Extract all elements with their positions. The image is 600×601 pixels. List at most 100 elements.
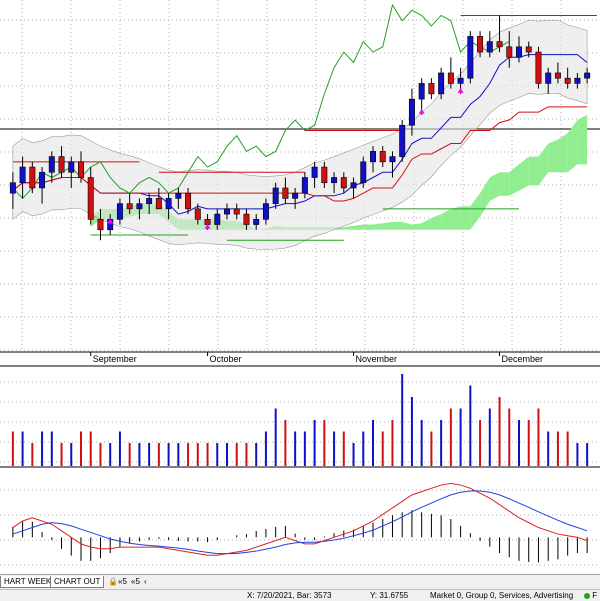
candle-body (370, 151, 376, 163)
candle-body (399, 124, 406, 157)
candle-body (564, 77, 571, 84)
cloud-segment (557, 133, 568, 173)
cloud-segment (480, 177, 490, 217)
cloud-segment (441, 208, 451, 230)
cloud-segment (450, 206, 461, 230)
candle-body (516, 46, 522, 58)
candle-body (301, 177, 308, 194)
candle-body (506, 46, 513, 58)
cloud-segment (382, 221, 393, 230)
x-readout: X: 7/20/2021, Bar: 3573 (247, 591, 332, 600)
month-label: November (356, 354, 398, 364)
kijun-line (12, 106, 588, 202)
cloud-segment (421, 218, 432, 230)
candle-body (29, 166, 36, 189)
candle-body (311, 166, 318, 178)
candle-body (155, 198, 162, 210)
chart-canvas[interactable]: September October November December (0, 0, 600, 574)
cloud-segment (392, 221, 403, 230)
candle-body (185, 192, 192, 210)
candle-body (126, 203, 133, 210)
candle-body (438, 72, 445, 95)
macd-line (12, 482, 588, 556)
candle-body (292, 192, 299, 199)
candle-body (204, 219, 211, 225)
candle-body (87, 177, 94, 220)
cloud-segment (528, 156, 539, 186)
cloud-segment (431, 214, 442, 230)
candle-body (175, 192, 182, 199)
tab-chart-out[interactable]: CHART OUT (50, 576, 105, 588)
candle-body (418, 83, 425, 100)
candle-body (321, 166, 328, 184)
candle-body (58, 156, 65, 173)
candle-body (78, 161, 84, 178)
chikou-line (12, 3, 510, 200)
tab-chart-week[interactable]: HART WEEK (0, 576, 56, 588)
candles (9, 15, 591, 241)
candle-body (350, 182, 357, 189)
candle-body (194, 208, 201, 220)
candle-body (584, 72, 591, 79)
candle-body (19, 166, 26, 184)
candle-body (146, 198, 153, 204)
candle-body (116, 203, 123, 220)
month-label: September (93, 354, 137, 364)
cloud-segment (509, 164, 519, 196)
cloud-segment (460, 206, 471, 230)
candle-body (574, 77, 581, 84)
lock-icon[interactable]: 🔒 (108, 577, 118, 586)
candle-body (428, 83, 435, 95)
candle-body (360, 161, 367, 184)
candle-body (136, 203, 143, 210)
cloud-segment (402, 221, 412, 230)
nav-prev-button[interactable]: ‹ (144, 577, 147, 586)
candle-body (48, 156, 55, 173)
horizontal-levels (12, 14, 597, 241)
cloud-segment (538, 143, 549, 186)
candle-body (379, 151, 386, 163)
candle-body (39, 171, 46, 189)
indicator-lines (12, 3, 588, 215)
candle-body (408, 98, 415, 126)
candle-body (233, 208, 240, 215)
candle-body (165, 198, 172, 210)
status-right-label: F (592, 591, 598, 600)
candle-body (467, 36, 474, 79)
month-label: October (210, 354, 242, 364)
y-readout: Y: 31.6755 (370, 591, 409, 600)
cloud-segment (567, 120, 578, 173)
nav-last-button[interactable]: «5 (131, 577, 140, 586)
cloud-segment (548, 139, 558, 173)
candle-body (535, 51, 542, 84)
volume-panel (0, 374, 600, 468)
candle-body (457, 77, 464, 84)
time-axis: September October November December (0, 352, 600, 367)
cloud-segment (489, 172, 500, 202)
cloud-segment (411, 223, 422, 230)
month-label: December (502, 354, 544, 364)
candle-body (214, 213, 221, 225)
candle-body (9, 182, 16, 194)
cloud-segment (499, 172, 510, 196)
chart-tab-bar: HART WEEK CHART OUT 🔒 «5 «5 ‹ (0, 574, 600, 589)
status-dot-icon (584, 592, 590, 599)
cloud-segment (343, 225, 354, 230)
candle-body (224, 208, 230, 215)
cloud-segment (353, 224, 364, 230)
candle-body (68, 161, 75, 173)
status-indicator: F (584, 590, 597, 601)
candle-body (525, 46, 532, 53)
group-readout: Market 0, Group 0, Services, Advertising (430, 591, 574, 600)
cloud-segment (519, 156, 529, 191)
candle-body (340, 177, 347, 189)
signal-markers (107, 87, 464, 229)
candle-body (331, 177, 338, 184)
cloud-segment (577, 114, 588, 165)
buy-arrow-icon (204, 223, 211, 229)
candle-body (486, 41, 493, 53)
nav-first-button[interactable]: «5 (118, 577, 127, 586)
candle-body (477, 36, 484, 53)
candle-body (272, 187, 279, 204)
